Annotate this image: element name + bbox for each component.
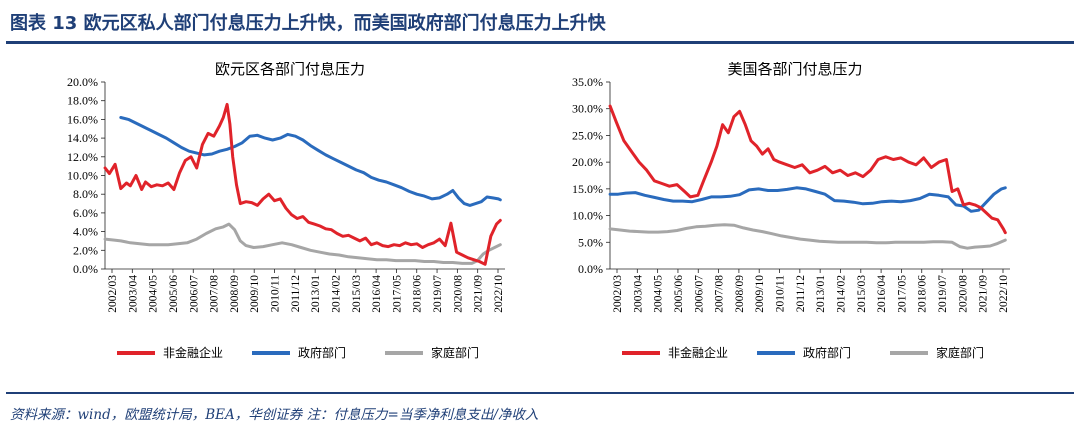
us-series-nonfinancial [608, 104, 1007, 235]
euro-series-household [103, 222, 502, 265]
euro-x-tick-label: 2008/09 [229, 275, 241, 313]
us-x-tick-label: 2015/03 [856, 275, 868, 313]
us-series-government [608, 186, 1007, 213]
us-x-tick-label: 2019/07 [937, 275, 949, 313]
euro-legend-label-household: 家庭部门 [431, 345, 479, 360]
us-y-tick-label: 10.0% [572, 209, 603, 223]
euro-x-tick-label: 2011/12 [290, 275, 302, 313]
euro-y-tick-label: 10.0% [67, 169, 98, 183]
us-x-tick-label: 2016/04 [876, 275, 888, 313]
euro-chart-title: 欧元区各部门付息压力 [215, 62, 365, 78]
euro-x-tick-label: 2007/08 [209, 275, 221, 313]
euro-y-tick-label: 8.0% [73, 187, 98, 201]
us-legend-label-government: 政府部门 [803, 345, 851, 360]
euro-x-tick-label: 2010/11 [270, 275, 282, 313]
euro-x-tick-label: 2018/06 [412, 275, 424, 313]
euro-y-tick-label: 6.0% [73, 206, 98, 220]
us-x-tick-label: 2007/08 [714, 275, 726, 313]
us-y-tick-label: 0.0% [578, 262, 603, 276]
us-x-tick-label: 2020/08 [957, 275, 969, 313]
euro-x-tick-label: 2020/08 [452, 275, 464, 313]
footer-rule [6, 392, 1074, 394]
us-legend-label-nonfinancial: 非金融企业 [668, 345, 728, 360]
euro-x-tick-label: 2009/10 [249, 275, 261, 313]
euro-x-tick-label: 2002/03 [107, 275, 119, 313]
us-x-tick-label: 2004/05 [653, 275, 665, 313]
euro-y-tick-label: 0.0% [73, 262, 98, 276]
euro-series-nonfinancial [103, 102, 502, 266]
euro-x-tick-label: 2006/07 [188, 275, 200, 313]
euro-x-tick-label: 2014/02 [330, 275, 342, 313]
euro-x-tick-label: 2005/06 [168, 275, 180, 313]
us-legend-label-household: 家庭部门 [936, 345, 984, 360]
euro-x-tick-label: 2021/09 [473, 275, 485, 313]
us-x-tick-label: 2021/09 [978, 275, 990, 313]
us-x-tick-label: 2002/03 [612, 275, 624, 313]
us-x-tick-label: 2022/10 [998, 275, 1010, 313]
figure-header: 图表 13 欧元区私人部门付息压力上升快，而美国政府部门付息压力上升快 [0, 0, 1080, 46]
euro-x-tick-label: 2016/04 [371, 275, 383, 313]
euro-y-tick-label: 12.0% [67, 150, 98, 164]
us-x-tick-label: 2014/02 [835, 275, 847, 313]
euro-x-tick-label: 2017/05 [391, 275, 403, 313]
us-y-tick-label: 5.0% [578, 235, 603, 249]
title-rule [6, 41, 1074, 44]
euro-y-tick-label: 2.0% [73, 243, 98, 257]
us-x-tick-label: 2009/10 [754, 275, 766, 313]
us-x-tick-label: 2017/05 [896, 275, 908, 313]
us-x-tick-label: 2018/06 [917, 275, 929, 313]
us-x-tick-label: 2011/12 [795, 275, 807, 313]
euro-legend-label-government: 政府部门 [298, 345, 346, 360]
figure-title: 图表 13 欧元区私人部门付息压力上升快，而美国政府部门付息压力上升快 [10, 13, 606, 34]
euro-x-tick-label: 2022/10 [493, 275, 505, 313]
us-series-household [608, 223, 1007, 250]
euro-x-tick-label: 2003/04 [127, 275, 139, 313]
euro-area-chart: 欧元区各部门付息压力 0.0% 2.0% 4.0% 6.0% 8.0% 10.0% 12.0%… [67, 62, 505, 360]
us-x-tick-label: 2003/04 [632, 275, 644, 313]
us-y-tick-label: 30.0% [572, 102, 603, 116]
euro-x-tick-label: 2013/01 [310, 275, 322, 313]
us-y-tick-label: 15.0% [572, 182, 603, 196]
us-x-tick-label: 2006/07 [693, 275, 705, 313]
euro-y-tick-label: 20.0% [67, 75, 98, 89]
euro-series-government [119, 116, 502, 207]
us-x-tick-label: 2005/06 [673, 275, 685, 313]
euro-y-tick-label: 14.0% [67, 131, 98, 145]
euro-y-tick-label: 18.0% [67, 94, 98, 108]
euro-x-tick-label: 2004/05 [148, 275, 160, 313]
us-y-tick-label: 25.0% [572, 128, 603, 142]
us-y-tick-label: 35.0% [572, 75, 603, 89]
euro-x-tick-label: 2019/07 [432, 275, 444, 313]
us-chart-title: 美国各部门付息压力 [727, 62, 862, 78]
source-note: 资料来源：wind，欧盟统计局，BEA，华创证券 注：付息压力=当季净利息支出/… [10, 407, 539, 423]
us-x-tick-label: 2013/01 [815, 275, 827, 313]
us-chart: 美国各部门付息压力 0.0% 5.0% 10.0% 15.0% 20.0% 25.0% 30.… [572, 62, 1010, 360]
euro-y-tick-label: 16.0% [67, 112, 98, 126]
euro-y-tick-label: 4.0% [73, 225, 98, 239]
euro-x-tick-label: 2015/03 [351, 275, 363, 313]
us-y-tick-label: 20.0% [572, 155, 603, 169]
us-x-tick-label: 2008/09 [734, 275, 746, 313]
euro-legend-label-nonfinancial: 非金融企业 [163, 345, 223, 360]
us-x-tick-label: 2010/11 [775, 275, 787, 313]
